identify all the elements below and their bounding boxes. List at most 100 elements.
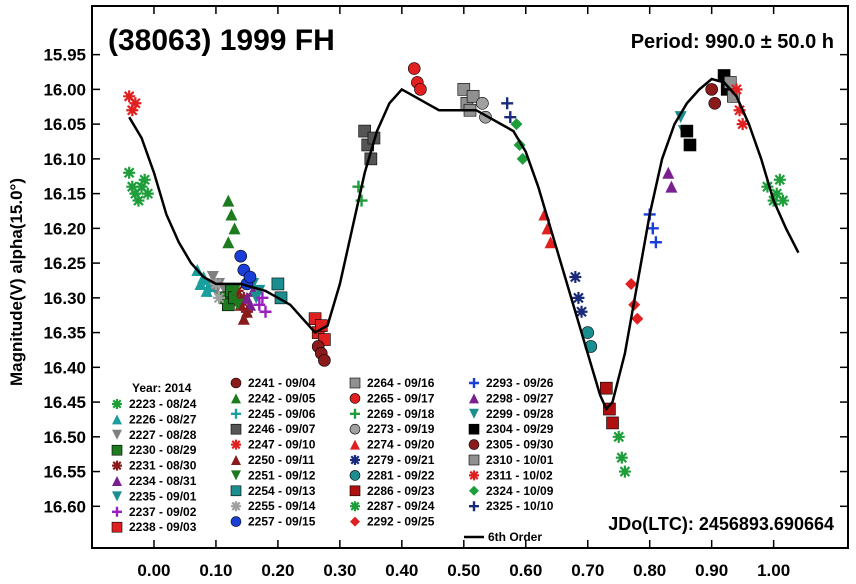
legend-marker — [349, 377, 361, 389]
data-point — [206, 271, 219, 283]
plot-frame — [91, 5, 849, 549]
data-point — [544, 236, 557, 249]
legend-title: Year: 2014 — [132, 381, 192, 395]
legend-marker — [112, 491, 122, 502]
legend-entry: 2269 - 09/18 — [367, 407, 435, 421]
jdo-label: JDo(LTC): 2456893.690664 — [608, 514, 834, 534]
data-point — [516, 152, 529, 165]
data-point — [259, 305, 272, 318]
x-tick-label: 0.50 — [447, 561, 480, 580]
data-point — [123, 90, 136, 103]
data-point — [231, 298, 244, 311]
legend-marker — [350, 439, 360, 450]
data-point — [129, 97, 142, 110]
data-point — [126, 104, 139, 117]
legend-fit-label: 6th Order — [488, 530, 542, 544]
x-tick-label: 0.60 — [509, 561, 542, 580]
x-axis: 0.00 0.10 0.20 0.30 0.40 0.50 0.60 0.70 0.80 0.90… — [137, 6, 790, 580]
data-point — [649, 236, 662, 249]
data-point — [222, 194, 235, 207]
y-tick-label: 16.60 — [43, 497, 86, 516]
data-point — [256, 291, 269, 304]
data-point — [253, 298, 266, 311]
legend-marker — [231, 501, 241, 512]
data-point — [730, 83, 743, 96]
data-point — [603, 402, 616, 416]
legend-marker — [111, 444, 123, 456]
data-point — [501, 97, 514, 110]
legend-marker — [468, 454, 480, 466]
legend-entry: 2235 - 09/01 — [129, 489, 197, 503]
legend-entry: 2227 - 08/28 — [129, 428, 197, 442]
data-point — [135, 180, 148, 193]
legend-entry: 2281 - 09/22 — [367, 468, 435, 482]
y-tick-label: 16.25 — [43, 254, 86, 273]
fit-curve — [128, 77, 800, 412]
data-point — [736, 118, 749, 131]
data-point — [240, 305, 253, 318]
data-point — [569, 271, 582, 283]
data-point — [572, 291, 585, 304]
legend-marker — [231, 439, 241, 450]
y-tick-label: 16.05 — [43, 115, 86, 134]
data-point — [504, 111, 517, 124]
y-tick-label: 16.55 — [43, 463, 86, 482]
legend-entry: 2241 - 09/04 — [248, 376, 316, 390]
legend-marker — [112, 399, 122, 409]
data-point — [770, 187, 783, 200]
legend-entry: 2264 - 09/16 — [367, 376, 435, 390]
y-axis: 15.95 16.00 16.05 16.10 16.15 16.20 16.25 16.30… — [43, 46, 848, 516]
data-point — [708, 96, 722, 110]
legend-marker — [350, 501, 360, 512]
data-point — [222, 236, 235, 249]
legend-marker — [231, 470, 241, 481]
data-point — [625, 277, 638, 290]
legend-entry: 2257 - 09/15 — [248, 515, 316, 529]
legend-marker — [111, 521, 123, 533]
data-point — [228, 284, 241, 297]
legend-marker — [349, 393, 361, 404]
data-point — [203, 284, 216, 297]
data-point — [129, 187, 142, 200]
legend-entry: 2250 - 09/11 — [248, 453, 315, 467]
legend-entry: 2311 - 10/02 — [486, 468, 553, 482]
period-label: Period: 990.0 ± 50.0 h — [631, 31, 834, 53]
legend-marker — [231, 393, 241, 404]
legend-entry: 2242 - 09/05 — [248, 391, 316, 405]
data-point — [123, 166, 136, 179]
legend-marker — [350, 408, 360, 419]
data-point — [612, 430, 625, 443]
legend-entry: 2273 - 09/19 — [367, 422, 435, 436]
legend-marker — [468, 423, 480, 435]
legend-entry: 2325 - 10/10 — [486, 499, 554, 513]
legend-entry: 2238 - 09/03 — [129, 520, 197, 534]
data-point — [683, 138, 697, 152]
legend-entry: 2305 - 09/30 — [486, 438, 554, 452]
legend-marker — [469, 501, 479, 512]
legend-marker — [231, 408, 241, 419]
y-tick-label: 16.30 — [43, 289, 86, 308]
legend-entry: 2310 - 10/01 — [486, 453, 554, 467]
data-point — [228, 222, 241, 235]
data-point — [575, 305, 588, 318]
y-tick-label: 16.00 — [43, 80, 86, 99]
legend-entry: 2287 - 09/24 — [367, 499, 435, 513]
legend-marker — [230, 423, 242, 435]
legend-entry: 2293 - 09/26 — [486, 376, 554, 390]
x-tick-label: 0.90 — [695, 561, 728, 580]
legend-entry: 2254 - 09/13 — [248, 484, 316, 498]
data-point — [231, 284, 244, 297]
legend-entry: 2223 - 08/24 — [129, 397, 197, 411]
data-point — [618, 465, 631, 478]
data-point — [662, 166, 675, 179]
chart-title: (38063) 1999 FH — [108, 24, 335, 57]
legend-marker — [469, 378, 479, 388]
data-point — [680, 124, 694, 138]
y-tick-label: 16.10 — [43, 150, 86, 169]
legend-marker — [112, 429, 122, 440]
data-point — [318, 354, 331, 367]
data-point — [606, 416, 619, 430]
data-point — [600, 381, 613, 395]
data-point — [646, 222, 659, 235]
